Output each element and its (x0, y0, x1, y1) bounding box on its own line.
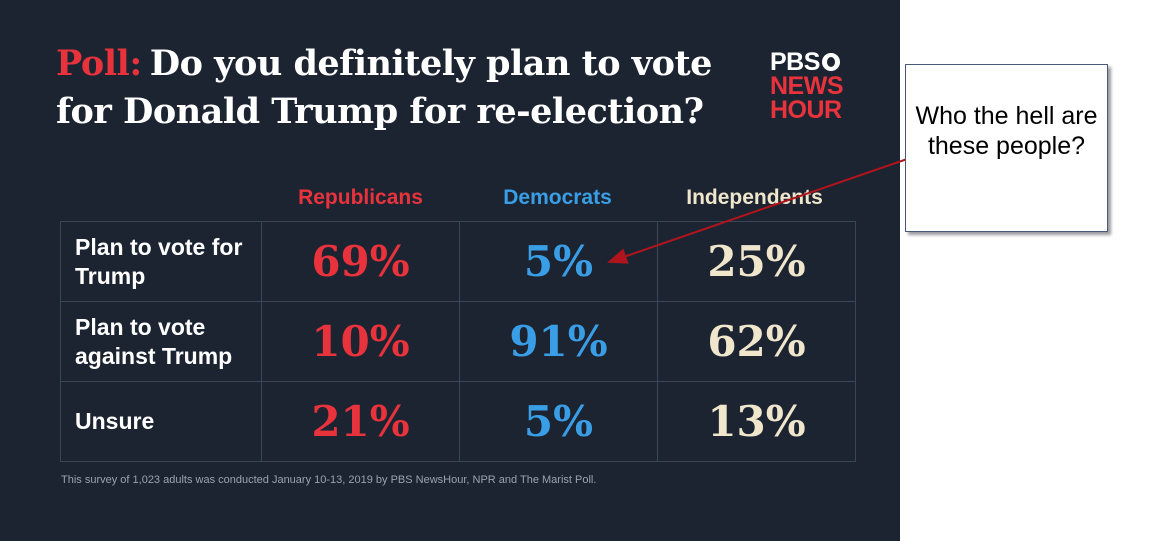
cell-value: 10% (261, 301, 460, 382)
poll-graphic: Poll: Do you definitely plan to vote for … (0, 0, 900, 541)
cell-value: 21% (261, 381, 460, 462)
survey-footnote: This survey of 1,023 adults was conducte… (61, 474, 597, 486)
table-row: Unsure 21% 5% 13% (60, 381, 856, 462)
column-header-republicans: Republicans (298, 186, 423, 209)
title-question: Do you definitely plan to vote for Donal… (56, 43, 712, 132)
logo-pbs: PBS (770, 48, 843, 76)
cell-value: 62% (657, 301, 856, 382)
logo-line-pbs: PBS (770, 48, 820, 76)
logo-line-hour: HOUR (770, 96, 842, 124)
column-header-democrats: Democrats (503, 186, 612, 209)
row-label-unsure: Unsure (60, 381, 262, 462)
table-row: Plan to vote against Trump 10% 91% 62% (60, 301, 856, 382)
title-prefix: Poll: (56, 43, 142, 84)
annotation-callout-box: Who the hell are these people? (905, 64, 1108, 232)
results-table: Plan to vote for Trump 69% 5% 25% Plan t… (60, 221, 856, 462)
cell-value: 13% (657, 381, 856, 462)
cell-value: 91% (459, 301, 658, 382)
row-label-vote-against: Plan to vote against Trump (60, 301, 262, 382)
logo-line-news: NEWS (770, 72, 844, 100)
callout-text: Who the hell are these people? (915, 102, 1098, 160)
pbs-head-icon (821, 53, 840, 71)
chart-title: Poll: Do you definitely plan to vote for … (56, 40, 756, 136)
column-header-independents: Independents (686, 186, 823, 209)
pbs-newshour-logo: PBS NEWS HOUR (770, 48, 844, 124)
cell-value: 5% (459, 381, 658, 462)
